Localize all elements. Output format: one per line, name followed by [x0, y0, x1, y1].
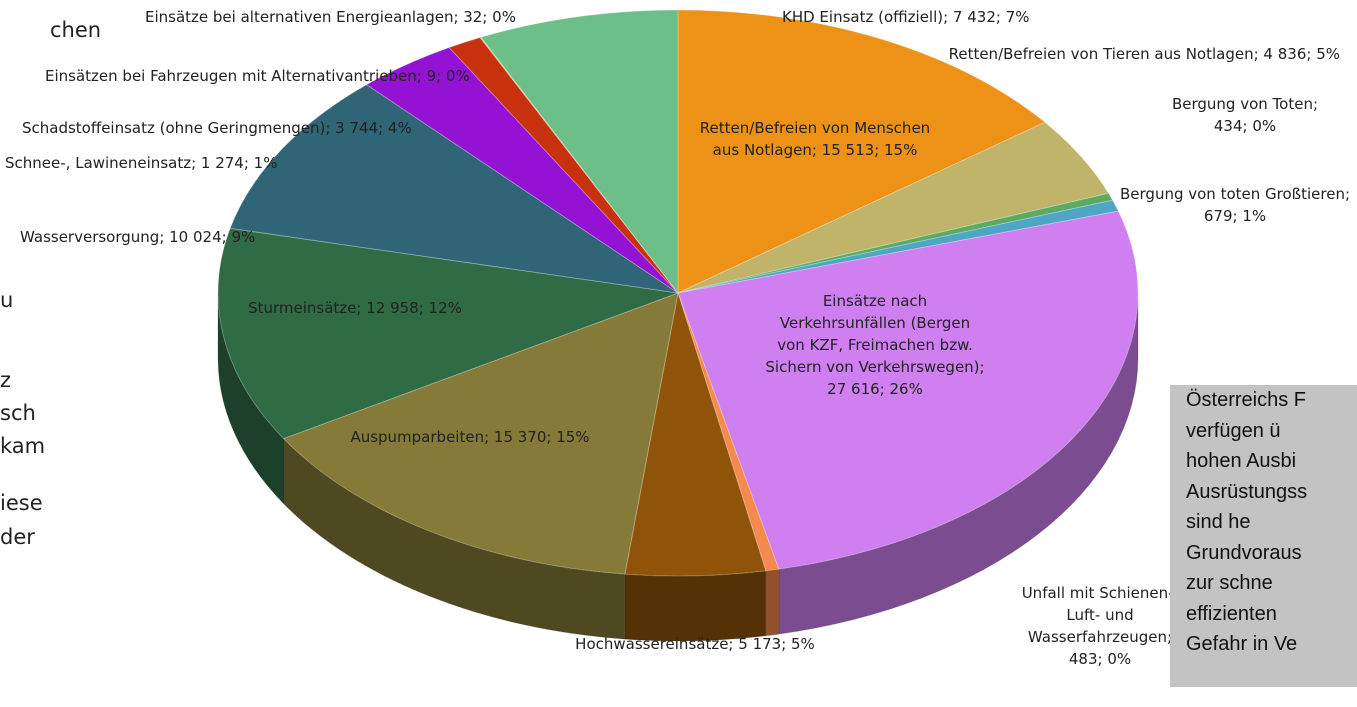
data-label: Auspumparbeiten; 15 370; 15%	[350, 428, 590, 446]
slice	[229, 84, 679, 294]
note-line: Gefahr in Ve	[1186, 633, 1298, 655]
note-box: Österreichs F verfügen ü hohen Ausbi Ausrüs…	[1170, 385, 1357, 687]
slice	[677, 210, 1139, 570]
slice	[624, 292, 767, 577]
data-label: Schnee-, Lawineneinsatz; 1 274; 1%	[5, 154, 278, 172]
data-label: Einsätzen bei Fahrzeugen mit Alternativa…	[45, 67, 470, 85]
slice	[677, 292, 780, 572]
note-line: sind he	[1186, 511, 1251, 533]
data-label: Retten/Befreien von Tieren aus Notlagen;…	[948, 45, 1340, 63]
background-text: chen	[50, 18, 102, 42]
slice	[282, 292, 679, 575]
slice-side	[624, 570, 767, 642]
slice	[677, 199, 1120, 294]
data-label: Einsätze bei alternativen Energieanlagen…	[145, 8, 516, 26]
slice	[217, 227, 679, 440]
background-text: u	[0, 288, 14, 312]
slice-side	[765, 568, 780, 637]
data-label: Schadstoffeinsatz (ohne Geringmengen); 3…	[22, 119, 412, 137]
note-line: verfügen ü	[1186, 419, 1281, 442]
note-line: hohen Ausbi	[1186, 450, 1297, 472]
note-line: Grundvoraus	[1186, 541, 1302, 564]
note-line: Ausrüstungss	[1186, 480, 1308, 503]
data-label: Einsätze nach Verkehrsunfällen (Bergen v…	[765, 292, 985, 398]
note-line: zur schne	[1186, 572, 1273, 594]
data-label: Bergung von toten Großtieren; 679; 1%	[1120, 185, 1351, 225]
note-line: Österreichs F	[1186, 389, 1307, 411]
slice	[448, 36, 679, 294]
background-text: sch	[0, 401, 36, 425]
note-line: effizienten	[1186, 602, 1277, 625]
data-label: Bergung von Toten; 434; 0%	[1171, 95, 1319, 135]
data-label: Wasserversorgung; 10 024; 9%	[20, 228, 256, 246]
data-label: Sturmeinsätze; 12 958; 12%	[248, 299, 462, 317]
slice	[677, 192, 1114, 294]
background-text: z	[0, 368, 12, 392]
background-text: der	[0, 525, 35, 549]
data-label: Unfall mit Schienen-, Luft- und Wasserfa…	[1021, 584, 1179, 668]
slice	[479, 36, 679, 294]
slice	[480, 9, 679, 295]
data-label: Retten/Befreien von Menschen aus Notlage…	[699, 119, 931, 159]
data-label: KHD Einsatz (offiziell); 7 432; 7%	[782, 8, 1030, 26]
background-text: iese	[0, 491, 43, 515]
slice	[365, 46, 679, 294]
slice	[677, 121, 1110, 294]
background-text: kam	[0, 434, 46, 458]
slice	[677, 9, 1046, 294]
slice	[479, 36, 679, 294]
data-label: Hochwassereinsätze; 5 173; 5%	[575, 635, 815, 653]
